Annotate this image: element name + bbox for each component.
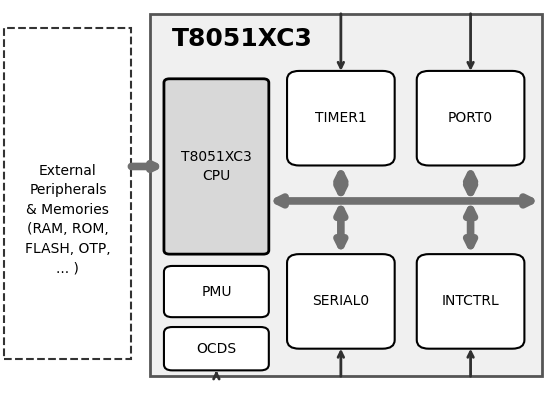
Text: SERIAL0: SERIAL0: [312, 294, 369, 309]
Text: PORT0: PORT0: [448, 111, 493, 125]
Bar: [150, 14, 542, 376]
Text: T8051XC3: T8051XC3: [172, 28, 313, 51]
FancyBboxPatch shape: [164, 79, 269, 254]
Text: OCDS: OCDS: [197, 342, 236, 356]
Text: TIMER1: TIMER1: [315, 111, 367, 125]
FancyBboxPatch shape: [417, 71, 524, 165]
FancyBboxPatch shape: [287, 71, 395, 165]
Text: INTCTRL: INTCTRL: [442, 294, 500, 309]
Text: PMU: PMU: [201, 284, 232, 299]
FancyBboxPatch shape: [417, 254, 524, 349]
FancyBboxPatch shape: [164, 327, 269, 370]
Text: External
Peripherals
& Memories
(RAM, ROM,
FLASH, OTP,
... ): External Peripherals & Memories (RAM, RO…: [25, 164, 111, 275]
Bar: [4, 28, 131, 359]
Text: T8051XC3
CPU: T8051XC3 CPU: [181, 150, 252, 183]
FancyBboxPatch shape: [164, 266, 269, 317]
FancyBboxPatch shape: [287, 254, 395, 349]
